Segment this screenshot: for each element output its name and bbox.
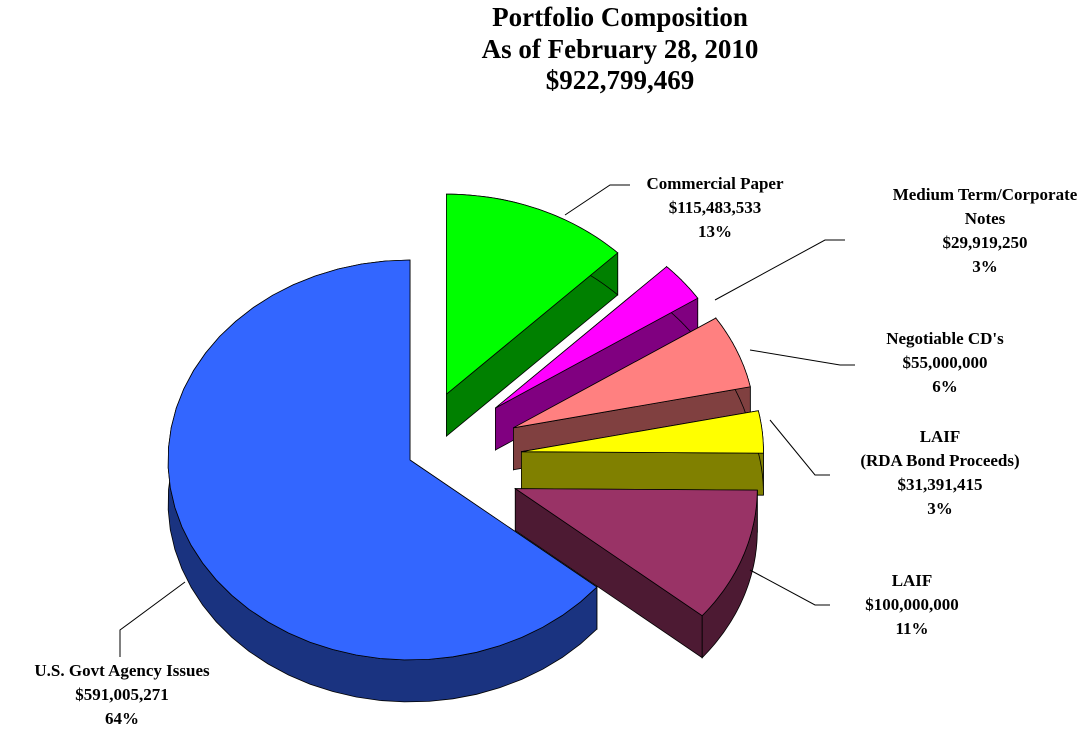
slice-percent: 6% xyxy=(932,377,958,396)
leader-line xyxy=(564,184,630,216)
slice-percent: 11% xyxy=(895,619,928,638)
slice-amount: $100,000,000 xyxy=(865,595,959,614)
slice xyxy=(495,266,699,409)
leader-line xyxy=(119,581,186,657)
slice-labels: U.S. Govt Agency Issues $591,005,271 64% Co… xyxy=(34,174,1077,728)
slice-amount: $115,483,533 xyxy=(669,198,762,217)
slice-name: LAIF (RDA Bond Proceeds) xyxy=(860,427,1019,470)
leader-line xyxy=(749,349,855,366)
slice-amount: $55,000,000 xyxy=(903,353,988,372)
slice-percent: 13% xyxy=(698,222,732,241)
leader-line xyxy=(769,419,830,476)
slice-amount: $31,391,415 xyxy=(898,475,983,494)
slice xyxy=(167,259,598,661)
slice-percent: 3% xyxy=(972,257,998,276)
slice xyxy=(513,317,751,429)
slice-tops xyxy=(167,193,764,661)
slice-amount: $29,919,250 xyxy=(943,233,1028,252)
slice xyxy=(446,193,619,396)
slice xyxy=(521,410,764,454)
chart-total: $922,799,469 xyxy=(546,65,695,95)
leader-line xyxy=(714,239,845,301)
slice-amount: $591,005,271 xyxy=(75,685,169,704)
leader-line xyxy=(749,569,830,606)
slice-name: Medium Term/Corporate Notes xyxy=(893,185,1078,228)
slice-percent: 64% xyxy=(105,709,139,728)
slice-name: Commercial Paper xyxy=(646,174,784,193)
chart-title: Portfolio Composition xyxy=(492,2,748,32)
chart-subtitle: As of February 28, 2010 xyxy=(482,34,759,64)
slice-percent: 3% xyxy=(927,499,953,518)
slice-name: LAIF xyxy=(892,571,933,590)
slice-name: Negotiable CD's xyxy=(886,329,1004,348)
slice xyxy=(513,488,758,617)
slice-name: U.S. Govt Agency Issues xyxy=(34,661,210,680)
